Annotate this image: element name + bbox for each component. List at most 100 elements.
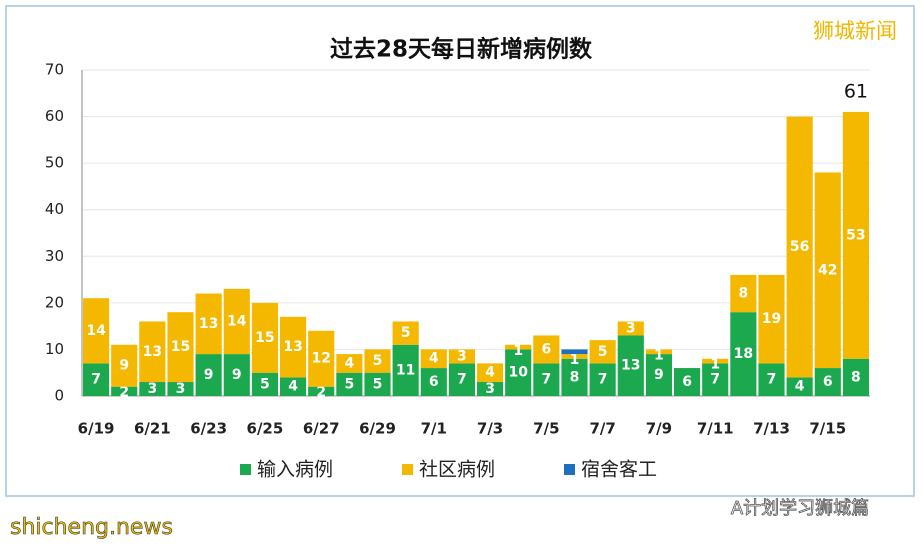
bar-segment <box>223 288 250 355</box>
chart-frame <box>5 5 915 497</box>
data-label: 14 <box>86 323 106 339</box>
bar-segment <box>589 363 616 396</box>
bar-segment <box>364 372 391 396</box>
x-tick-label: 6/23 <box>190 420 227 438</box>
data-label: 2 <box>316 385 326 401</box>
x-tick-label: 7/5 <box>533 420 559 438</box>
bar-segment <box>842 111 869 359</box>
y-tick-label: 60 <box>45 107 64 125</box>
data-label: 11 <box>396 362 415 378</box>
bar-segment <box>364 349 391 373</box>
x-tick-label: 7/1 <box>421 420 447 438</box>
watermark: 狮城新闻 <box>813 19 897 43</box>
x-tick-label: 6/29 <box>359 420 396 438</box>
data-label: 9 <box>119 358 129 374</box>
y-tick-label: 50 <box>45 154 64 172</box>
x-tick-label: 6/25 <box>247 420 284 438</box>
bar-segment <box>786 377 813 396</box>
data-label: 5 <box>598 344 608 360</box>
bar-segment <box>167 382 194 396</box>
bar-segment <box>674 368 701 396</box>
bar-segment <box>139 382 166 396</box>
bar-segment <box>842 358 869 396</box>
legend-label: 输入病例 <box>257 459 333 481</box>
y-tick-label: 40 <box>45 200 64 218</box>
data-label: 3 <box>176 381 186 397</box>
bar-segment <box>251 372 278 396</box>
bar-segment <box>251 302 278 373</box>
bar-segment <box>280 377 307 396</box>
data-label: 3 <box>626 320 636 336</box>
bar-segment <box>561 354 588 359</box>
data-label: 18 <box>734 346 753 362</box>
bar-segment <box>195 354 222 396</box>
bar-segment <box>448 363 475 396</box>
data-label: 7 <box>457 372 467 388</box>
data-label: 5 <box>260 376 270 392</box>
data-label: 5 <box>373 353 383 369</box>
data-label: 6 <box>823 374 833 390</box>
data-label: 5 <box>373 376 383 392</box>
data-label: 1 <box>513 343 523 359</box>
bar-segment <box>336 354 363 373</box>
data-label: 7 <box>767 372 777 388</box>
data-label: 13 <box>283 339 302 355</box>
bar-segment <box>814 368 841 396</box>
data-label: 2 <box>119 385 129 401</box>
data-label: 15 <box>171 339 190 355</box>
legend-swatch <box>402 464 413 475</box>
y-tick-label: 10 <box>45 340 64 358</box>
bar-segment <box>786 116 813 378</box>
bar-segment <box>617 321 644 336</box>
data-label: 3 <box>485 381 495 397</box>
bar-segment <box>561 349 588 355</box>
bar-segment <box>533 363 560 396</box>
data-label: 4 <box>795 379 805 395</box>
data-label: 4 <box>485 365 495 381</box>
bar-segment <box>420 349 447 369</box>
bar-segment <box>83 363 110 396</box>
bar-segment <box>505 344 532 350</box>
bar-segment <box>702 358 729 364</box>
data-label: 7 <box>541 372 551 388</box>
data-label: 19 <box>762 311 781 327</box>
bar-segment <box>758 274 785 364</box>
data-label: 15 <box>255 330 274 346</box>
bar-segment <box>139 321 166 383</box>
bar-segment <box>617 335 644 396</box>
y-tick-label: 70 <box>45 61 64 79</box>
bar-segment <box>167 312 194 383</box>
x-tick-label: 7/9 <box>646 420 672 438</box>
chart-title: 过去28天每日新增病例数 <box>330 36 593 63</box>
bar-segment <box>308 330 335 387</box>
bar-segment <box>336 372 363 396</box>
data-label: 13 <box>143 344 162 360</box>
bar-segment <box>814 172 841 369</box>
footer: shicheng.news <box>10 515 173 540</box>
bar-segment <box>195 293 222 355</box>
data-label: 13 <box>621 358 640 374</box>
x-tick-label: 7/13 <box>753 420 790 438</box>
data-label: 3 <box>147 381 157 397</box>
data-label: 14 <box>227 313 247 329</box>
bar-segment <box>280 316 307 378</box>
wechat-name: A计划学习狮城篇 <box>731 498 869 519</box>
data-label: 1 <box>654 347 664 363</box>
bar-segment <box>392 344 419 396</box>
bar-segment <box>645 354 672 396</box>
data-label: 10 <box>508 365 528 381</box>
data-label: 7 <box>598 372 608 388</box>
data-label: 4 <box>288 379 298 395</box>
x-tick-label: 7/11 <box>697 420 734 438</box>
data-label: 4 <box>344 355 354 371</box>
data-label: 6 <box>682 374 692 390</box>
y-tick-label: 0 <box>54 387 64 405</box>
bar-segment <box>533 335 560 364</box>
bar-segment <box>645 349 672 355</box>
data-label: 6 <box>429 374 439 390</box>
bar-segment <box>111 344 138 387</box>
y-tick-label: 30 <box>45 247 64 265</box>
data-label: 8 <box>570 369 580 385</box>
bar-segment <box>420 368 447 396</box>
